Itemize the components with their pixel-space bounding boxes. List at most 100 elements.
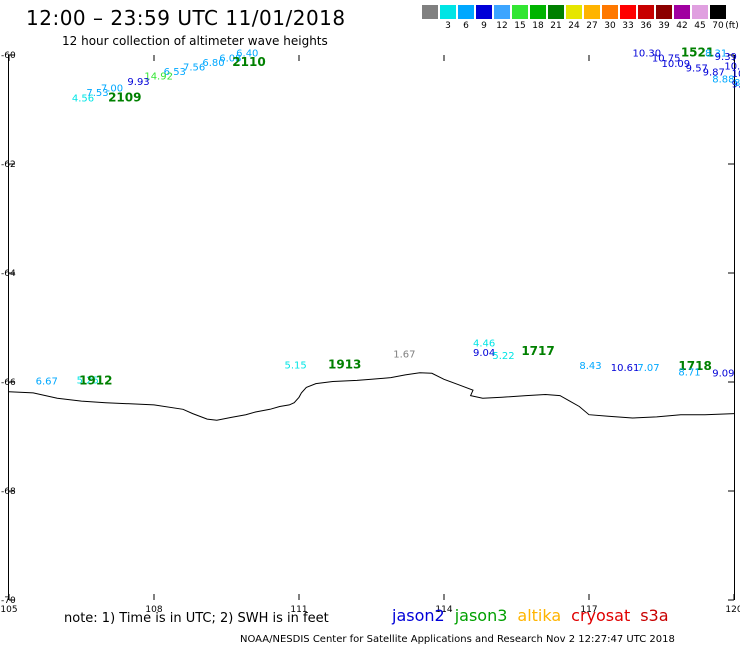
scale-label: 42	[676, 21, 688, 31]
scale-swatch	[656, 5, 673, 19]
lat-label: -62	[1, 160, 16, 170]
wave-height-label: 5.22	[492, 351, 514, 362]
scale-label: 21	[550, 21, 562, 31]
wave-height-label: 10.38	[732, 69, 740, 80]
satellite-legend: jason2 jason3 altika cryosat s3a	[392, 606, 679, 625]
scale-label: 39	[658, 21, 670, 31]
satellite-name: jason2	[392, 606, 445, 625]
satellite-name: jason3	[454, 606, 508, 625]
lon-label: 117	[580, 605, 597, 615]
wave-height-label: 9.09	[712, 369, 734, 380]
scale-swatch	[494, 5, 511, 19]
scale-swatch	[476, 5, 493, 19]
pass-time-label: 1521	[681, 46, 714, 60]
wave-height-label: 9.39	[715, 52, 737, 63]
wave-height-label: 9.04	[473, 348, 495, 359]
wave-height-label: 9.04	[732, 80, 740, 91]
wave-height-label: 10.39	[724, 62, 740, 73]
pass-time-label: 1718	[678, 359, 711, 373]
wave-height-label: 7.56	[183, 62, 205, 73]
wave-height-label: 9.93	[127, 77, 149, 88]
wave-height-label: 6.80	[202, 58, 224, 69]
lon-label: 114	[435, 605, 452, 615]
scale-swatch	[422, 5, 439, 19]
wave-height-label: 7.00	[101, 84, 123, 95]
pass-time-label: 1	[739, 46, 740, 60]
wave-height-label: 10.09	[662, 59, 691, 70]
wave-height-label: 8.31	[705, 49, 727, 60]
wave-height-label: 5.25	[77, 376, 99, 387]
map-subtitle: 12 hour collection of altimeter wave hei…	[62, 34, 328, 48]
scale-swatch	[620, 5, 637, 19]
wave-height-label: 8.88	[712, 74, 734, 85]
wave-height-label: 8.43	[579, 361, 601, 372]
lon-label: 108	[145, 605, 162, 615]
lon-label: 120	[725, 605, 740, 615]
wave-height-label: 14.92	[144, 72, 173, 83]
scale-swatch	[512, 5, 529, 19]
wave-height-label: 9.57	[686, 63, 708, 74]
scale-swatch	[674, 5, 691, 19]
scale-label: 36	[640, 21, 652, 31]
lat-label: -60	[1, 51, 16, 61]
scale-swatch	[710, 5, 727, 19]
scale-swatch	[638, 5, 655, 19]
wave-height-map: -60 -62 -64 -66 -68 -70 105 108 111 114 117 120 6.40…	[0, 46, 740, 615]
pass-time-label: 1913	[328, 357, 361, 371]
scale-swatch	[692, 5, 709, 19]
lat-label: -64	[1, 269, 16, 279]
scale-label: 9	[481, 21, 487, 31]
wave-height-label: 10.61	[611, 363, 640, 374]
scale-label: 3	[445, 21, 451, 31]
wave-height-label: 1.67	[393, 349, 415, 360]
pass-time-label: 1912	[79, 374, 112, 388]
scale-unit: (ft)	[725, 21, 739, 31]
pass-time-label: 2110	[232, 55, 265, 69]
scale-label: 12	[496, 21, 508, 31]
wave-height-label: 4.46	[473, 339, 495, 350]
wave-height-label: 6.40	[236, 49, 258, 60]
pass-time-label: 2109	[108, 90, 141, 104]
wave-height-label: 6.53	[164, 67, 186, 78]
scale-swatch	[530, 5, 547, 19]
wave-height-label: 7.07	[637, 363, 659, 374]
wave-height-label: 8.71	[678, 367, 700, 378]
pass-time-label: 1717	[521, 344, 554, 358]
wave-height-label: 4.56	[72, 93, 94, 104]
satellite-name: cryosat	[571, 606, 631, 625]
lon-label: 111	[290, 605, 307, 615]
scale-swatch	[584, 5, 601, 19]
wave-height-label: 8.42	[734, 78, 740, 89]
coastline	[8, 372, 735, 421]
wave-height-label: 10.75	[652, 54, 681, 65]
scale-label: 33	[622, 21, 634, 31]
scale-label: 15	[514, 21, 526, 31]
scale-label: 45	[694, 21, 706, 31]
lat-label: -66	[1, 378, 16, 388]
scale-swatch	[440, 5, 457, 19]
wave-height-label: 6.67	[36, 377, 58, 388]
scale-label: 30	[604, 21, 616, 31]
map-title: 12:00 – 23:59 UTC 11/01/2018	[26, 6, 346, 30]
lat-label: -70	[1, 596, 16, 606]
scale-swatch	[566, 5, 583, 19]
wave-height-label: 5.15	[285, 360, 307, 371]
satellite-name: altika	[517, 606, 562, 625]
wave-height-label: 10.30	[633, 49, 662, 60]
lat-label: -68	[1, 487, 16, 497]
wave-height-label: 6.08	[219, 54, 241, 65]
wave-height-label: 9.87	[703, 68, 725, 79]
lon-label: 105	[0, 605, 17, 615]
wave-height-label: 7.53	[86, 88, 108, 99]
credit-footer: NOAA/NESDIS Center for Satellite Applica…	[240, 634, 675, 645]
scale-label: 24	[568, 21, 580, 31]
satellite-name: s3a	[640, 606, 669, 625]
scale-swatch	[548, 5, 565, 19]
scale-label: 6	[463, 21, 469, 31]
scale-label: 18	[532, 21, 544, 31]
scale-label: 70	[712, 21, 724, 31]
scale-swatch	[602, 5, 619, 19]
scale-label: 27	[586, 21, 598, 31]
scale-swatch	[458, 5, 475, 19]
